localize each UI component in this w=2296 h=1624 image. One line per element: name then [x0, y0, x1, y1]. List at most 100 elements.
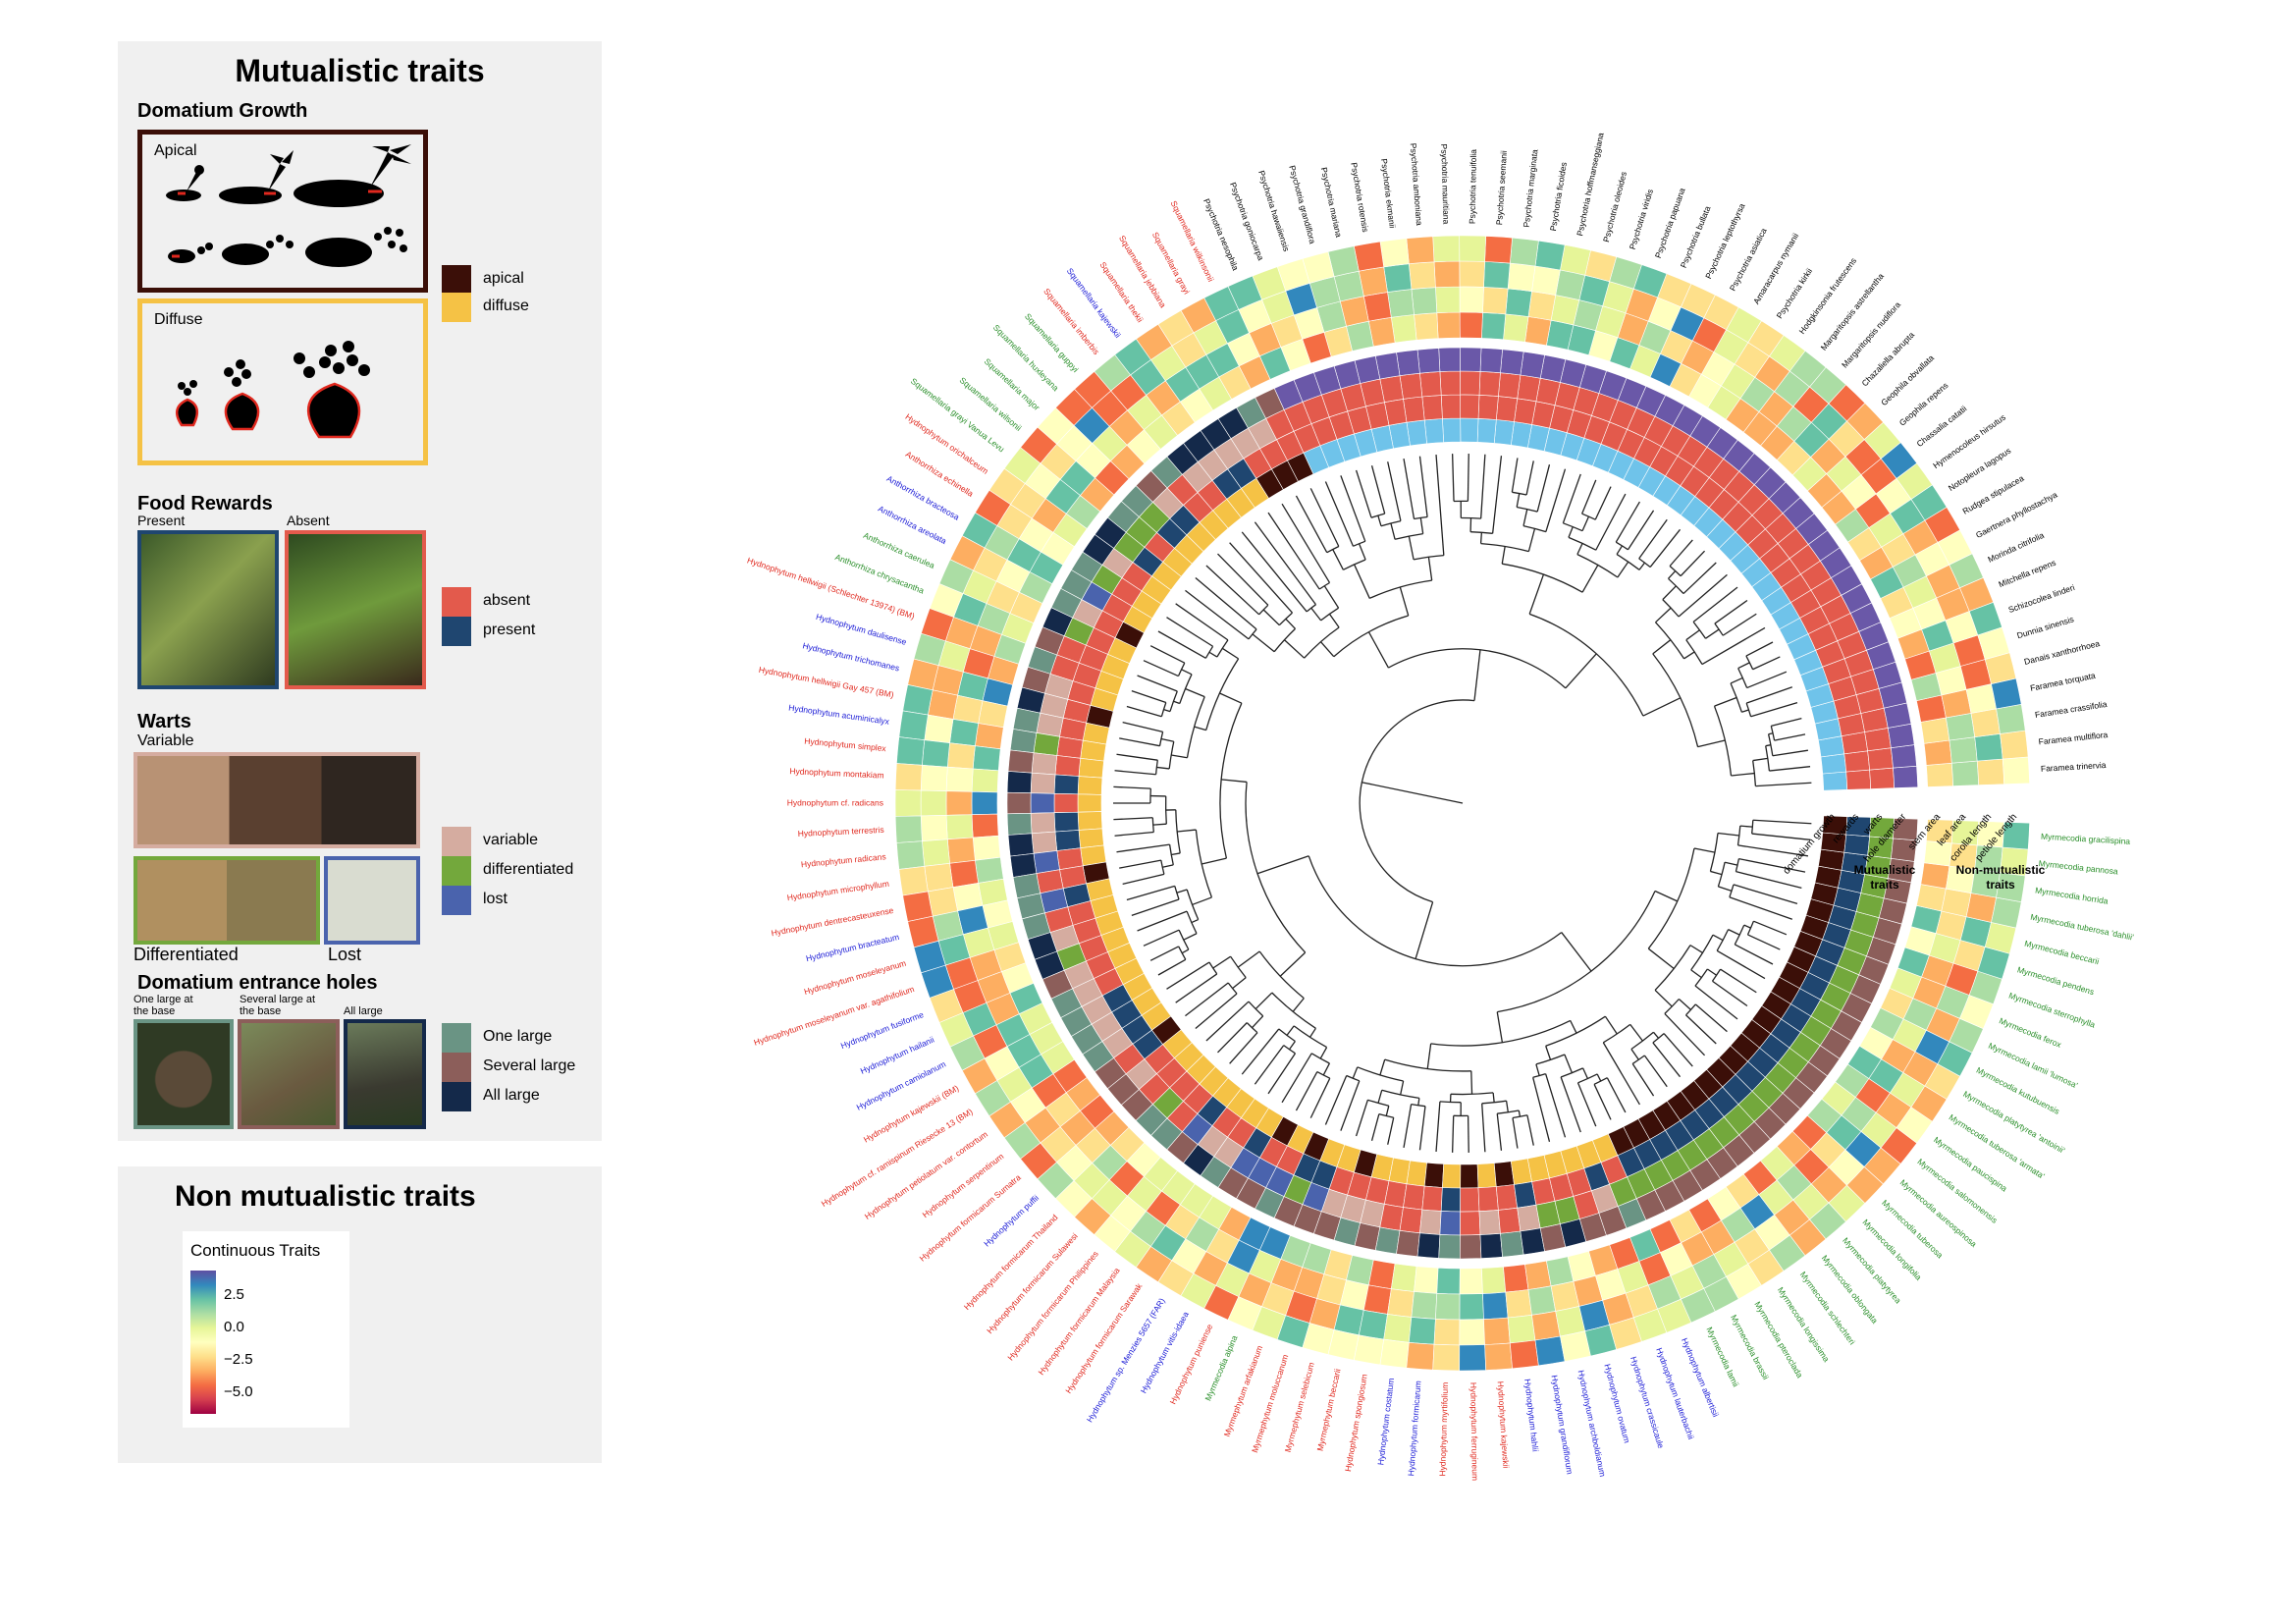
mutualistic-trait-cell: [1077, 811, 1103, 831]
branch: [1630, 1049, 1639, 1060]
branch-arc: [1343, 559, 1366, 570]
mutualistic-trait-cell: [1183, 1144, 1215, 1176]
mutualistic-trait-cell: [1050, 587, 1083, 619]
mutualistic-trait-cell: [1007, 833, 1035, 857]
branch: [1720, 968, 1757, 994]
branch-arc: [1160, 859, 1165, 875]
tip-label: Squamellaria grayi Vanua Levu: [909, 376, 1007, 455]
branch: [1212, 955, 1231, 969]
mutualistic-trait-cell: [1493, 1161, 1515, 1187]
nonmutualistic-trait-cell: [2000, 846, 2029, 877]
nonmutualistic-trait-cell: [1459, 286, 1484, 313]
mutualistic-trait-cell: [1438, 347, 1461, 372]
branch: [1390, 522, 1396, 540]
branch: [1735, 944, 1774, 965]
tip-label: Psychotria papuana: [1653, 187, 1687, 259]
branch: [1560, 1076, 1581, 1133]
mutualistic-trait-cell: [1419, 1209, 1442, 1235]
mutualistic-trait-cell: [1031, 752, 1058, 776]
mutualistic-trait-cell: [1403, 1183, 1425, 1211]
branch: [1595, 493, 1627, 551]
tip-label: Myrmecodia salomonensis: [1915, 1157, 1999, 1225]
diffuse-label: Diffuse: [154, 311, 203, 328]
branch: [1415, 901, 1434, 959]
variable-caption: Variable: [137, 732, 194, 749]
nonmutualistic-trait-cell: [1483, 261, 1511, 290]
branch: [1400, 1080, 1405, 1096]
nonmutualistic-trait-cell: [1383, 1314, 1413, 1343]
branch-arc: [1714, 623, 1724, 636]
mutualistic-trait-cell: [1150, 456, 1183, 489]
tip-label: Hydnophytum crassicaule: [1629, 1355, 1666, 1449]
mutualistic-trait-cell: [1477, 394, 1499, 420]
nonmutualistic-trait-cell: [1968, 601, 2002, 636]
nonmutualistic-trait-cell: [1507, 262, 1536, 293]
nonmutualistic-trait-cell: [1991, 677, 2022, 710]
mutualistic-trait-cell: [1403, 396, 1425, 423]
nonmutualistic-trait-cell: [1484, 1342, 1513, 1371]
mutualistic-trait-cell: [1255, 1187, 1285, 1218]
mutualistic-trait-cell: [1883, 878, 1912, 904]
tip-label: Hydnophytum formicarum: [1406, 1380, 1422, 1477]
mutualistic-trait-cell: [1053, 774, 1080, 795]
branch-arc: [1685, 639, 1703, 665]
mutualistic-trait-cell: [1459, 347, 1482, 372]
nonmutualistic-trait-cell: [1789, 350, 1827, 388]
branch: [1765, 744, 1771, 747]
branch: [1156, 766, 1170, 770]
tip-label: Myrmecodia aureospinosa: [1898, 1177, 1979, 1249]
nonmutualistic-trait-cell: [1527, 1285, 1557, 1316]
branch-arc: [1304, 626, 1340, 659]
branch: [1492, 1092, 1495, 1103]
mutualistic-trait-cell: [1070, 1023, 1103, 1056]
mutualistic-trait-cell: [1016, 686, 1045, 714]
legend-swatch-apical: [442, 265, 471, 295]
colorbar-tick-0-0: 0.0: [224, 1319, 244, 1335]
legend-swatch-several-large: [442, 1053, 471, 1082]
nonmutualistic-trait-cell: [894, 763, 923, 791]
branch: [1737, 662, 1750, 670]
mutualistic-trait-cell: [1416, 1232, 1441, 1259]
tip-label: Myrmecodia alpina: [1202, 1333, 1239, 1402]
branch: [1310, 607, 1322, 622]
nonmutualistic-trait-cell: [949, 719, 980, 747]
nonmutualistic-trait-cell: [974, 1080, 1011, 1117]
tip-label: Hydnophytum microphyllum: [786, 879, 889, 903]
tip-label: Psychotria hawaiiensis: [1256, 169, 1292, 252]
tip-label: Hydnophytum cf. radicans: [787, 797, 883, 807]
branch: [1561, 932, 1592, 972]
mutualistic-trait-cell: [1635, 1189, 1667, 1221]
mutualistic-trait-cell: [1150, 1117, 1183, 1151]
nonmutualistic-trait-cell: [1524, 316, 1552, 347]
mutualistic-trait-cell: [1094, 1057, 1127, 1090]
branch-arc: [1248, 1001, 1264, 1017]
tip-label: Hydnophytum ferrugineum: [1468, 1382, 1480, 1481]
mutualistic-trait-cell: [1440, 394, 1462, 419]
mutualistic-trait-cell: [1027, 932, 1058, 960]
mutualistic-trait-cell: [1560, 1218, 1587, 1248]
branch: [1143, 660, 1179, 677]
branch: [1467, 1115, 1469, 1153]
nonmutualistic-trait-cell: [1949, 736, 1978, 764]
nonmutualistic-trait-cell: [1632, 264, 1668, 298]
branch-arc: [1208, 961, 1218, 975]
mutualistic-trait-cell: [1493, 419, 1515, 446]
mutualistic-trait-cell: [1539, 354, 1567, 383]
branch: [1308, 1027, 1316, 1038]
mutualistic-trait-cell: [1094, 516, 1127, 549]
branch: [1685, 1014, 1717, 1045]
branch-arc: [1306, 604, 1316, 613]
branch: [1418, 456, 1428, 517]
tip-label: Faramea torquata: [2029, 671, 2096, 693]
branch: [1593, 1084, 1612, 1120]
nonmutualistic-trait-cell: [902, 684, 934, 716]
nonmutualistic-trait-cell: [938, 559, 974, 594]
branch: [1122, 721, 1163, 732]
nonmutualistic-trait-cell: [894, 815, 923, 843]
branch: [1565, 653, 1597, 689]
branch: [1752, 819, 1812, 825]
apical-plant-drawing: [166, 144, 411, 267]
tip-label: Hydnophytum spongiosum: [1343, 1374, 1369, 1473]
branch: [1772, 749, 1809, 757]
nonmutualistic-trait-cell: [922, 839, 950, 867]
